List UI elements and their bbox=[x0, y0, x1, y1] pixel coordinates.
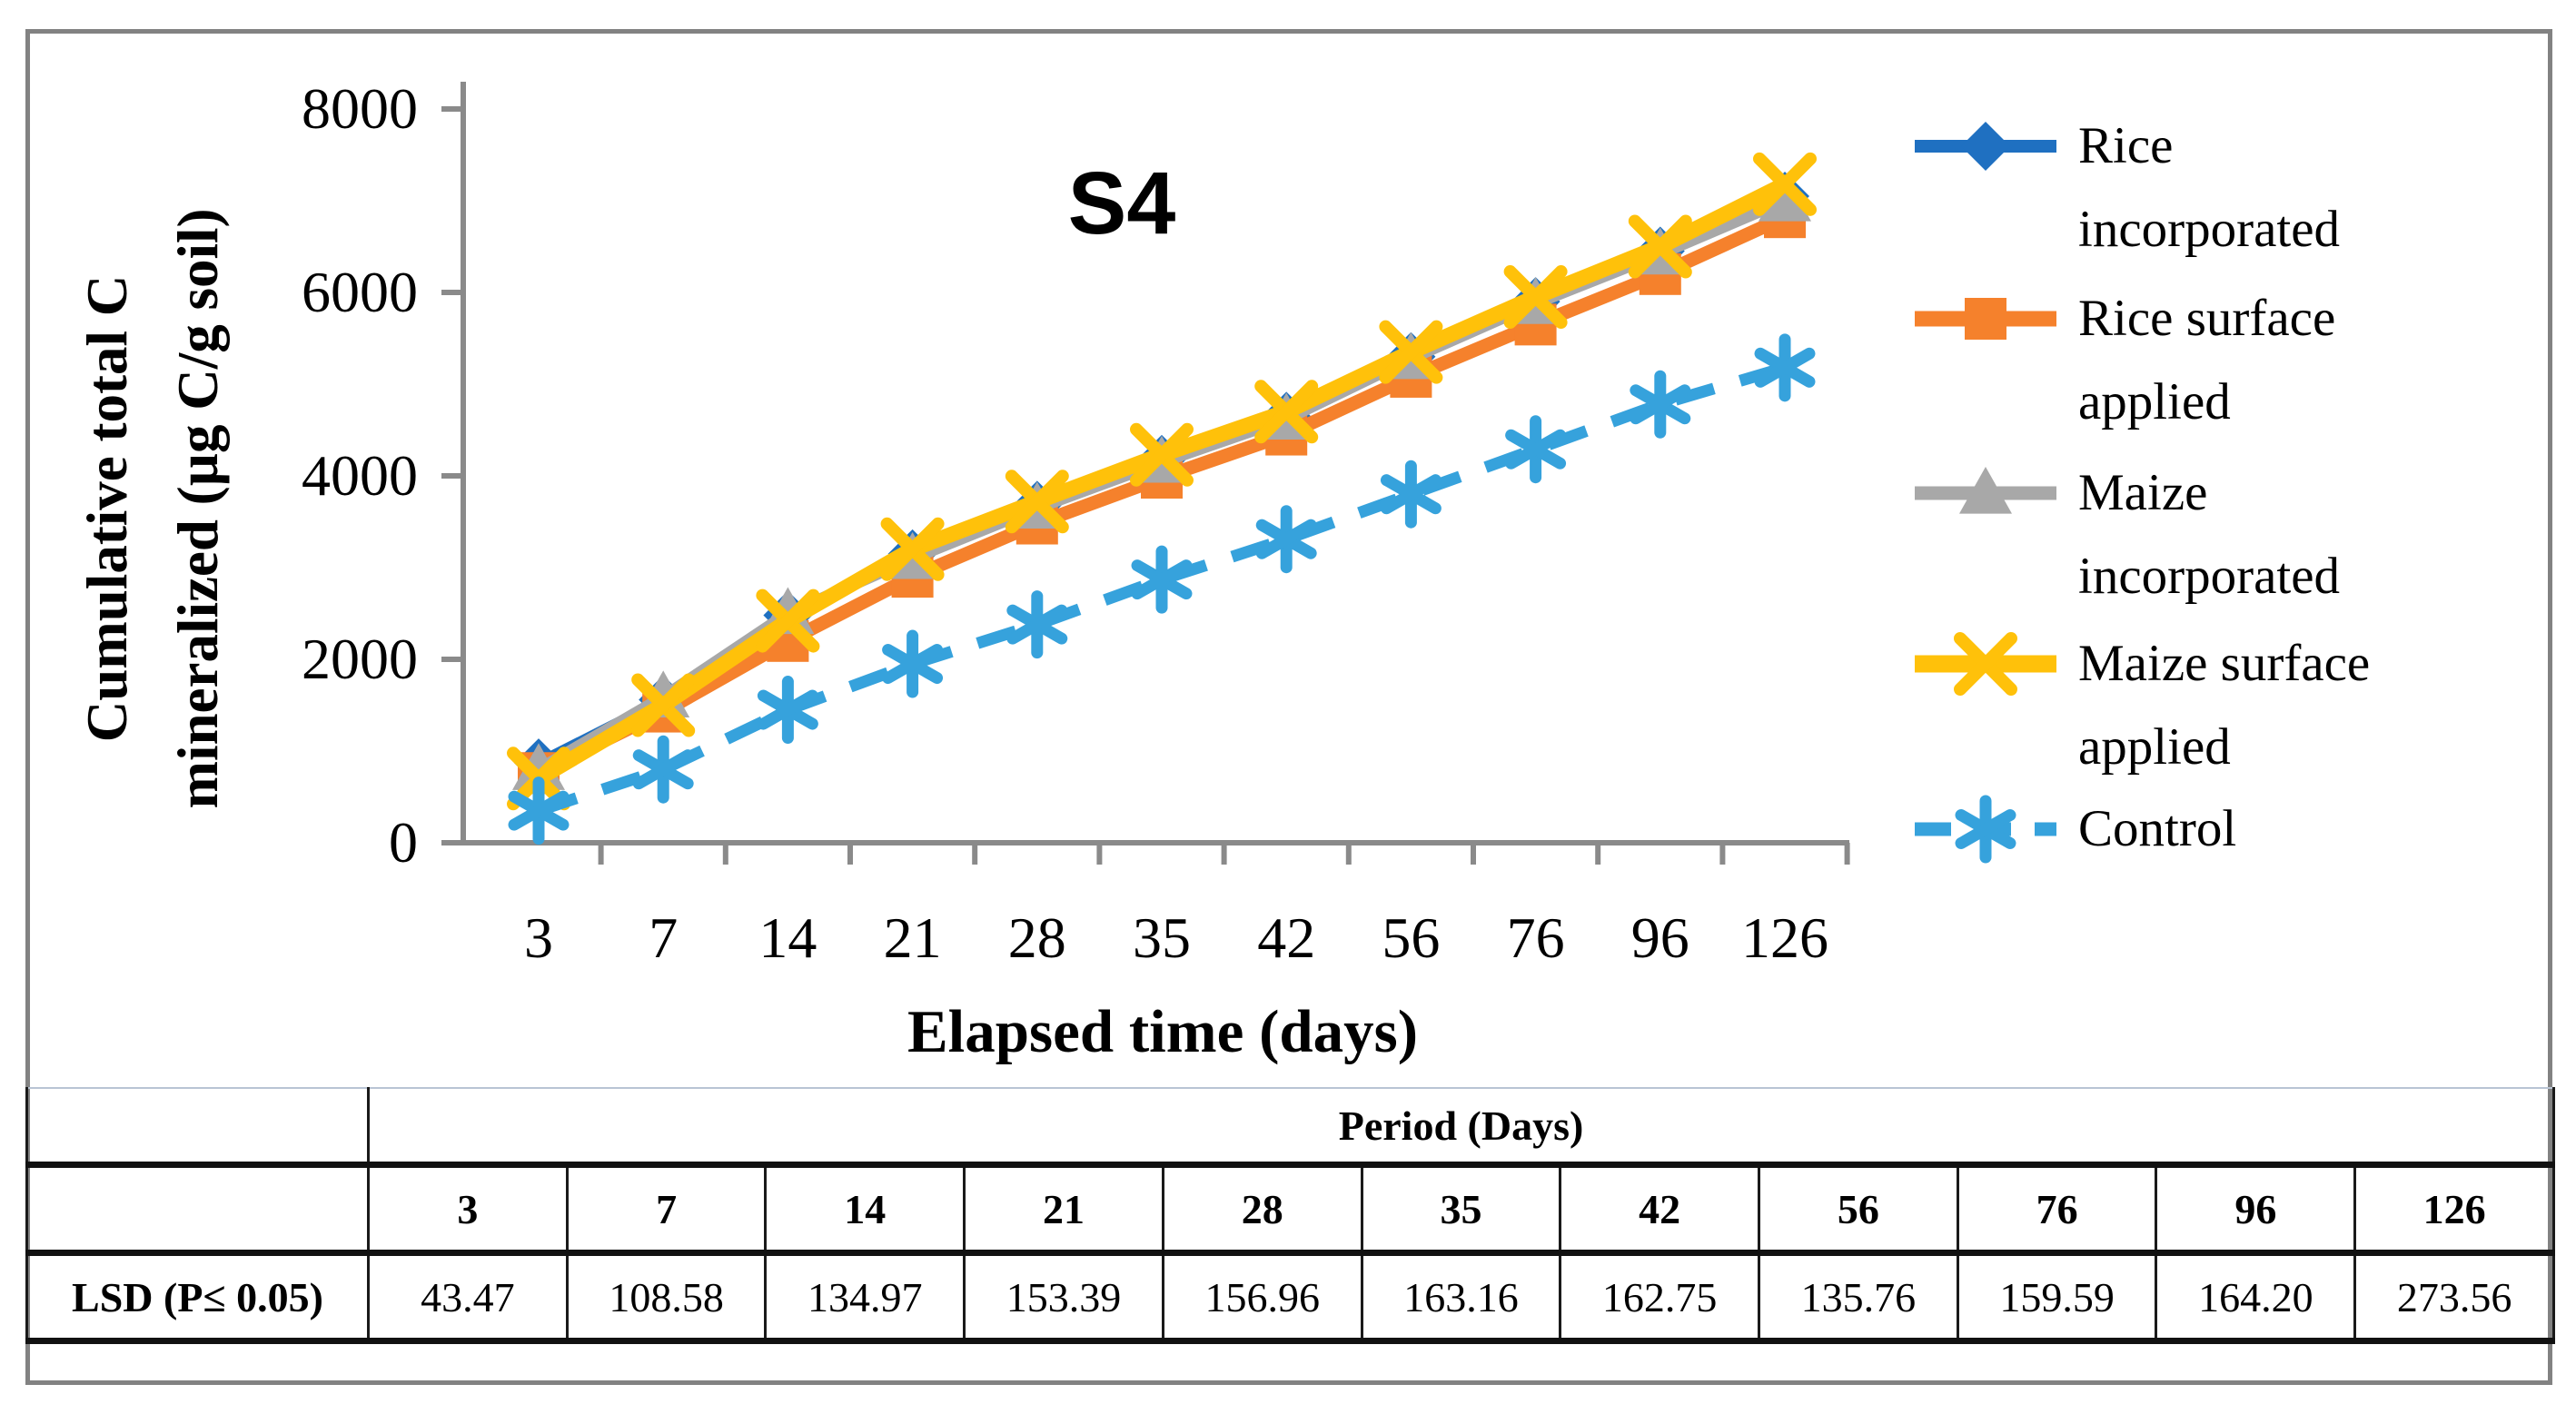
table-value-cell: 153.39 bbox=[963, 1251, 1164, 1344]
asterisk-marker bbox=[1955, 809, 2016, 849]
triangle-marker bbox=[1959, 467, 2012, 514]
x-marker bbox=[1753, 152, 1817, 216]
table-row-label: LSD (P≤ 0.05) bbox=[25, 1251, 370, 1344]
x-marker bbox=[1954, 632, 2017, 696]
table-column-header: 28 bbox=[1161, 1163, 1363, 1256]
diamond-marker bbox=[1961, 122, 2010, 171]
x-marker bbox=[1503, 265, 1568, 330]
asterisk-marker bbox=[1505, 429, 1567, 470]
legend-sample-diamond-icon bbox=[1915, 122, 2056, 171]
asterisk-marker bbox=[632, 749, 694, 790]
asterisk-marker bbox=[1380, 474, 1442, 515]
table-column-header: 3 bbox=[367, 1163, 569, 1256]
table-column-header: 76 bbox=[1956, 1163, 2158, 1256]
legend-label: Rice incorporated bbox=[2078, 117, 2341, 258]
x-tick-label: 42 bbox=[1257, 905, 1316, 970]
asterisk-marker bbox=[1754, 347, 1816, 388]
legend-item: Maize incorporated bbox=[1911, 451, 2340, 618]
legend-label: Rice surface applied bbox=[2078, 290, 2336, 430]
y-tick-label: 6000 bbox=[302, 260, 418, 324]
asterisk-marker bbox=[882, 644, 944, 685]
x-marker bbox=[1254, 380, 1319, 444]
table-value-cell: 159.59 bbox=[1956, 1251, 2158, 1344]
asterisk-marker bbox=[1255, 519, 1317, 559]
table-value-cell: 43.47 bbox=[367, 1251, 569, 1344]
x-tick-label: 7 bbox=[649, 905, 679, 970]
asterisk-marker bbox=[1630, 384, 1691, 425]
triangle-marker bbox=[1759, 174, 1811, 222]
legend-label: Maize surface applied bbox=[2078, 635, 2371, 776]
y-tick-label: 4000 bbox=[302, 443, 418, 508]
table-value-cell: 108.58 bbox=[565, 1251, 768, 1344]
legend-sample-triangle-icon bbox=[1915, 467, 2056, 514]
x-tick-label: 35 bbox=[1133, 905, 1191, 970]
table-value-cell: 134.97 bbox=[764, 1251, 966, 1344]
table-column-header: 21 bbox=[963, 1163, 1164, 1256]
lsd-table: Period (Days) 3 7 14 21 28 35 42 56 76 96 126 LSD (P… bbox=[25, 1087, 2556, 1344]
table-column-header: 56 bbox=[1758, 1163, 1959, 1256]
legend-item: Maize surface applied bbox=[1911, 622, 2370, 789]
chart-legend: Rice incorporated Rice surface applied Mai… bbox=[1911, 0, 2556, 999]
table-column-header: 126 bbox=[2353, 1163, 2556, 1256]
y-tick-label: 0 bbox=[389, 810, 418, 875]
x-marker bbox=[880, 517, 945, 581]
table-value-cell: 156.96 bbox=[1161, 1251, 1363, 1344]
x-tick-label: 21 bbox=[883, 905, 942, 970]
asterisk-marker bbox=[508, 790, 570, 831]
y-tick-label: 8000 bbox=[302, 76, 418, 141]
table-value-cell: 163.16 bbox=[1360, 1251, 1562, 1344]
table-column-header: 96 bbox=[2155, 1163, 2357, 1256]
x-marker bbox=[1130, 422, 1194, 487]
table-period-header: Period (Days) bbox=[366, 1087, 2556, 1168]
x-marker bbox=[1628, 214, 1692, 279]
chart-title: S4 bbox=[1067, 153, 1176, 252]
table-column-header: 42 bbox=[1559, 1163, 1761, 1256]
asterisk-marker bbox=[1131, 559, 1193, 600]
table-corner-cell bbox=[25, 1087, 370, 1168]
x-axis-title: Elapsed time (days) bbox=[907, 998, 1419, 1065]
table-value-cell: 273.56 bbox=[2353, 1251, 2556, 1344]
x-tick-label: 28 bbox=[1007, 905, 1066, 970]
legend-sample-square-icon bbox=[1915, 298, 2056, 340]
x-marker bbox=[631, 673, 696, 737]
series-line bbox=[536, 361, 1787, 816]
asterisk-marker bbox=[1006, 604, 1068, 645]
line-chart bbox=[441, 82, 1850, 865]
x-tick-label: 126 bbox=[1741, 905, 1828, 970]
table-value-cell: 135.76 bbox=[1758, 1251, 1959, 1344]
table-empty-cell bbox=[25, 1163, 370, 1256]
table-column-header: 35 bbox=[1360, 1163, 1562, 1256]
table-column-header: 7 bbox=[565, 1163, 768, 1256]
y-tick-label: 2000 bbox=[302, 627, 418, 691]
table-value-cell: 164.20 bbox=[2155, 1251, 2357, 1344]
square-marker bbox=[1965, 298, 2006, 340]
legend-sample-asterisk-icon bbox=[1915, 795, 2056, 864]
legend-sample-x-icon bbox=[1915, 632, 2056, 696]
legend-item: Rice incorporated bbox=[1911, 104, 2340, 272]
x-tick-label: 3 bbox=[524, 905, 553, 970]
x-marker bbox=[1379, 320, 1443, 384]
asterisk-marker bbox=[757, 689, 818, 730]
x-tick-label: 76 bbox=[1506, 905, 1565, 970]
table-column-header: 14 bbox=[764, 1163, 966, 1256]
x-tick-label: 14 bbox=[758, 905, 817, 970]
legend-item: Rice surface applied bbox=[1911, 277, 2335, 444]
legend-item: Control bbox=[1911, 787, 2236, 871]
x-tick-label: 96 bbox=[1630, 905, 1689, 970]
x-marker bbox=[756, 588, 820, 653]
table-value-cell: 162.75 bbox=[1559, 1251, 1761, 1344]
legend-label: Control bbox=[2078, 800, 2237, 857]
x-marker bbox=[1005, 470, 1069, 534]
figure-frame bbox=[25, 29, 2552, 1385]
legend-label: Maize incorporated bbox=[2078, 464, 2341, 605]
x-tick-label: 56 bbox=[1382, 905, 1441, 970]
